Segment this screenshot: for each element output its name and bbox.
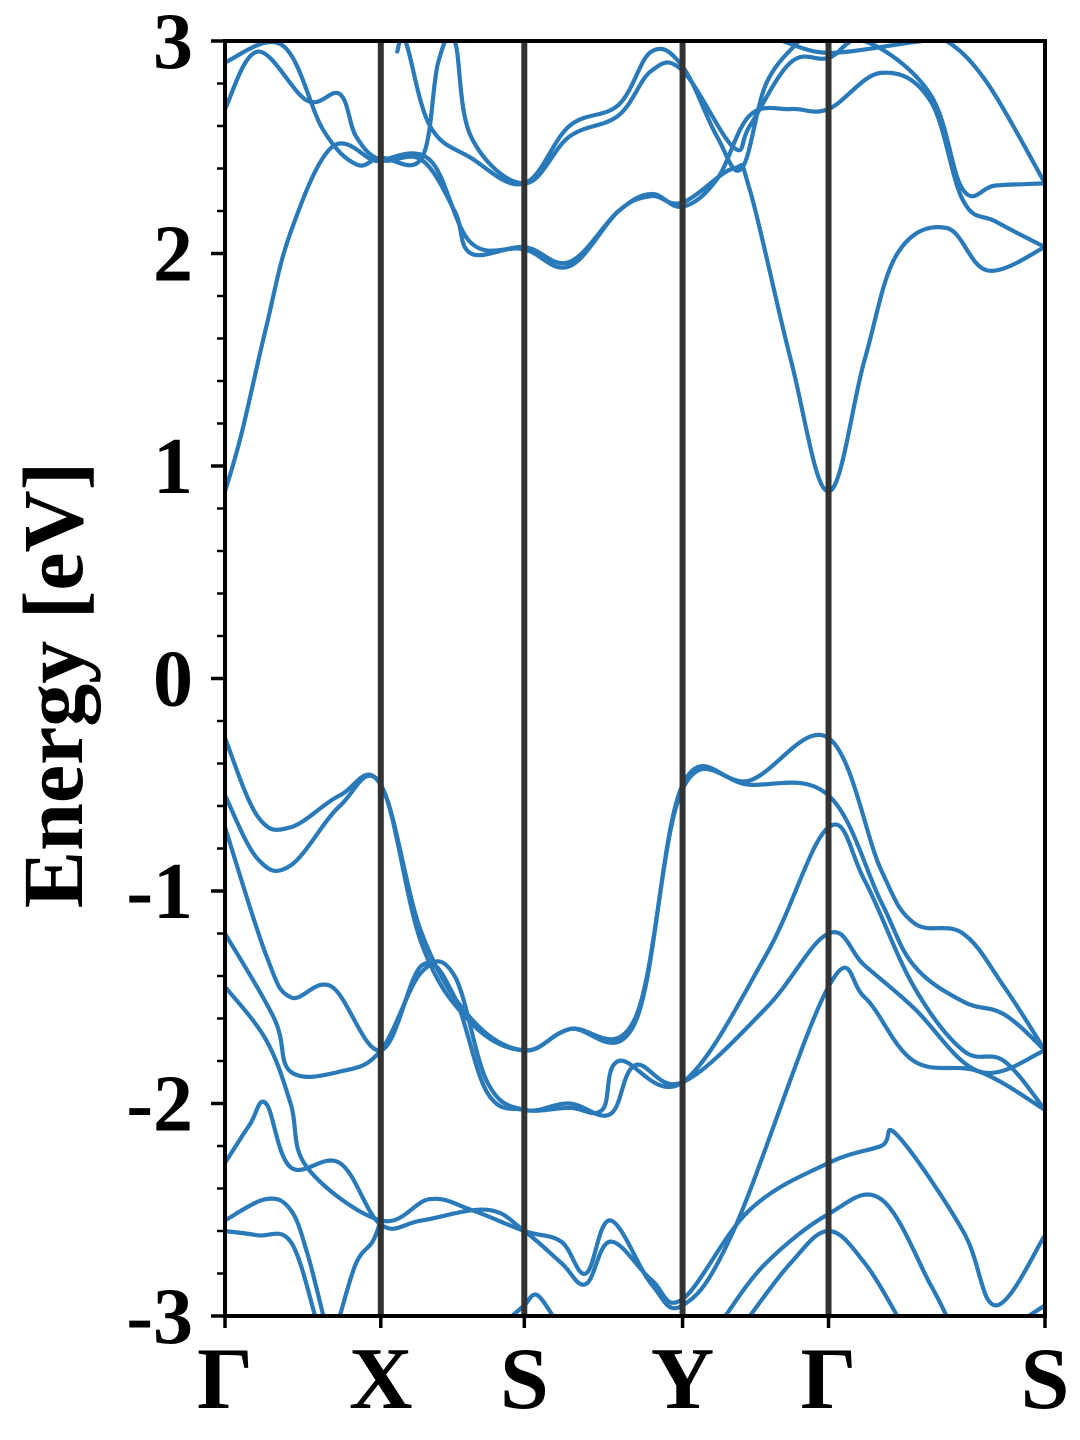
y-tick-label: 1 — [153, 423, 193, 511]
y-tick-label: 2 — [153, 211, 193, 299]
band-line-7 — [225, 766, 1045, 1053]
y-axis-ticks: 3 2 1 0 -1 -2 -3 — [126, 0, 225, 1361]
band-line-16 — [723, 1192, 949, 1316]
y-tick-label: 0 — [153, 636, 193, 724]
band-line-1 — [225, 141, 1045, 494]
x-tick-label: S — [1021, 1331, 1070, 1428]
band-line-15 — [509, 1292, 556, 1316]
band-lines — [225, 41, 1045, 1316]
band-line-13 — [225, 1228, 318, 1316]
band-line-3 — [225, 41, 1045, 199]
y-tick-label: -1 — [126, 848, 193, 936]
y-tick-label: 3 — [153, 0, 193, 86]
y-axis-label: Energy [eV] — [5, 462, 101, 909]
kpoint-dividers — [377, 41, 832, 1316]
band-line-8 — [225, 822, 1045, 1116]
band-line-12 — [225, 1196, 326, 1316]
x-tick-label: X — [349, 1331, 413, 1428]
y-tick-label: -3 — [126, 1273, 193, 1361]
x-tick-label: Γ — [801, 1331, 857, 1428]
band-line-10 — [225, 965, 1045, 1311]
x-tick-label: Γ — [197, 1331, 253, 1428]
band-line-11 — [225, 1099, 1045, 1308]
band-line-17 — [747, 1228, 900, 1316]
band-line-4 — [395, 41, 802, 187]
band-line-5 — [780, 41, 1045, 186]
band-line-2 — [225, 49, 1045, 266]
x-tick-label: Y — [651, 1331, 715, 1428]
x-tick-label: S — [500, 1331, 549, 1428]
band-line-9 — [225, 930, 1045, 1118]
y-tick-label: -2 — [126, 1061, 193, 1149]
band-line-14 — [337, 1218, 383, 1316]
